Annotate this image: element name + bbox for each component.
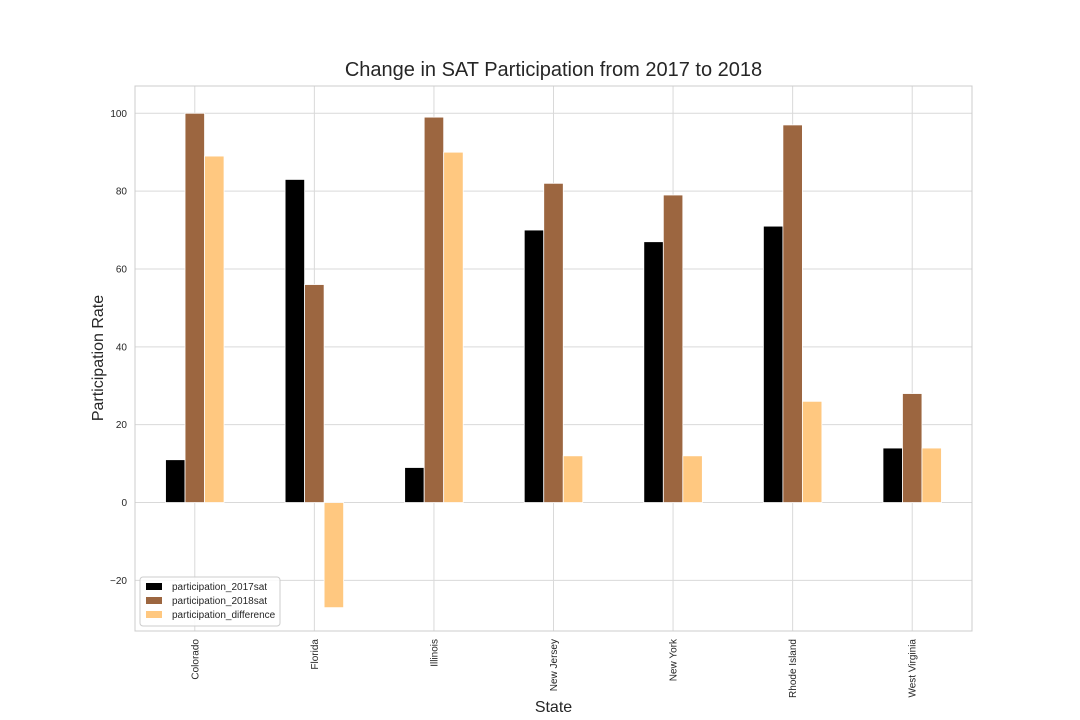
x-tick-label: New York xyxy=(669,638,680,681)
x-axis-title: State xyxy=(535,699,572,716)
bar-participation_2017sat-new-jersey xyxy=(523,229,545,503)
y-tick-labels: −20 0 20 40 60 80 100 xyxy=(110,109,127,587)
legend-label: participation_2018sat xyxy=(172,596,267,607)
y-axis-title: Participation Rate xyxy=(90,295,107,421)
bar-participation_difference-rhode-island xyxy=(801,400,823,503)
bar-participation_2017sat-florida xyxy=(284,179,306,503)
legend: participation_2017sat participation_2018s… xyxy=(139,576,281,627)
bar-participation_2018sat-colorado xyxy=(184,112,205,503)
bar-participation_2018sat-new-york xyxy=(662,194,684,503)
y-tick-label: 40 xyxy=(116,342,128,353)
bar-participation_difference-colorado xyxy=(204,155,225,503)
y-tick-label: 0 xyxy=(121,498,127,509)
bar-participation_2017sat-west-virginia xyxy=(882,447,903,503)
bar-participation_2017sat-colorado xyxy=(165,459,186,503)
bar-participation_2018sat-west-virginia xyxy=(902,393,923,503)
y-tick-label: 100 xyxy=(110,109,127,120)
bar-participation_2017sat-illinois xyxy=(404,467,425,503)
chart-title: Change in SAT Participation from 2017 to… xyxy=(345,59,762,81)
y-tick-label: 20 xyxy=(116,420,128,431)
legend-swatch xyxy=(146,597,162,604)
y-tick-label: 80 xyxy=(116,187,128,198)
bar-participation_2018sat-new-jersey xyxy=(543,182,564,503)
x-tick-label: Florida xyxy=(310,639,321,670)
bar-participation_2017sat-rhode-island xyxy=(762,225,784,503)
bar-participation_difference-new-york xyxy=(682,455,703,503)
bars xyxy=(165,112,942,609)
bar-participation_difference-new-jersey xyxy=(562,455,584,503)
bar-participation_2018sat-rhode-island xyxy=(782,124,803,503)
bar-participation_2018sat-florida xyxy=(304,284,325,503)
y-tick-label: 60 xyxy=(116,264,128,275)
bar-participation_difference-west-virginia xyxy=(921,447,942,503)
x-tick-label: Illinois xyxy=(429,639,440,667)
x-tick-label: Rhode Island xyxy=(788,639,799,698)
bar-participation_difference-illinois xyxy=(443,151,464,503)
legend-box xyxy=(139,576,281,627)
x-tick-labels: Colorado Florida Illinois New Jersey New Yor… xyxy=(190,638,918,698)
legend-swatch xyxy=(146,583,162,590)
bar-participation_2018sat-illinois xyxy=(423,116,445,503)
plot-frame xyxy=(134,85,973,632)
legend-label: participation_difference xyxy=(172,610,276,621)
x-tick-label: West Virginia xyxy=(908,639,919,698)
bar-participation_2017sat-new-york xyxy=(643,241,664,503)
y-tick-label: −20 xyxy=(110,576,127,587)
x-tick-label: New Jersey xyxy=(549,639,560,691)
legend-swatch xyxy=(146,611,162,618)
x-tick-label: Colorado xyxy=(190,639,201,680)
bar-participation_difference-florida xyxy=(323,502,345,609)
legend-label: participation_2017sat xyxy=(172,582,267,593)
